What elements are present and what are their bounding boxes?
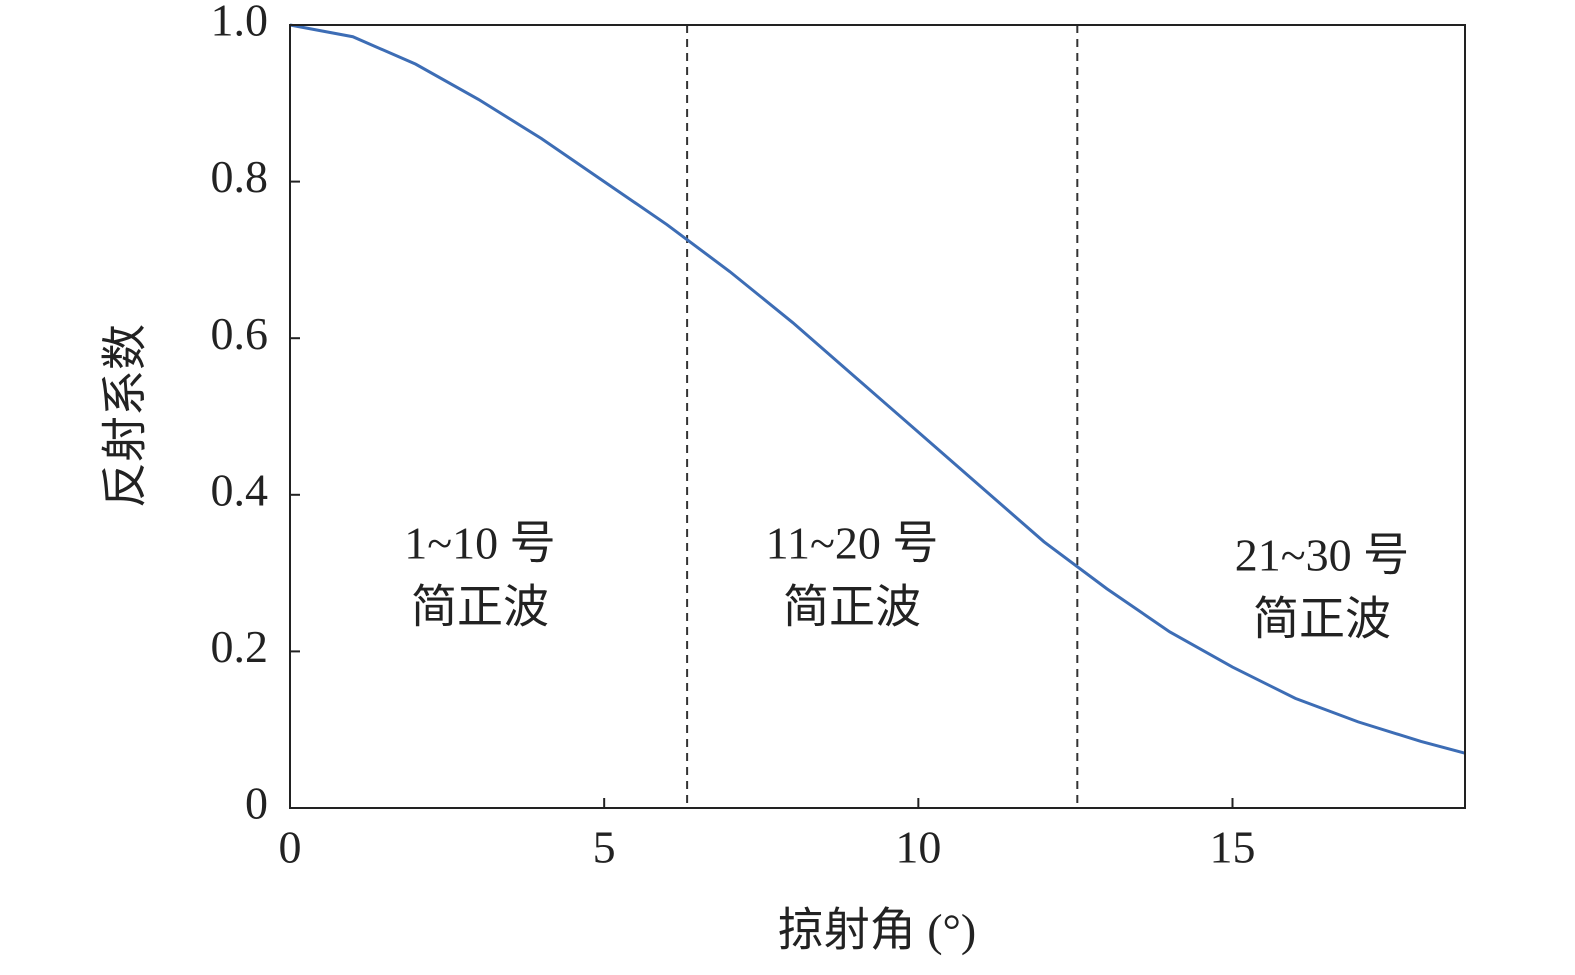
region-label: 11~20 号 <box>766 518 939 569</box>
y-tick-label: 1.0 <box>211 0 269 46</box>
region-label: 简正波 <box>783 582 921 633</box>
x-tick-label: 10 <box>895 822 941 873</box>
x-tick-label: 15 <box>1210 822 1256 873</box>
y-tick-label: 0.4 <box>211 464 269 515</box>
x-tick-label: 0 <box>279 822 302 873</box>
y-axis-label: 反射系数 <box>100 324 151 508</box>
region-label: 简正波 <box>1253 594 1391 645</box>
x-axis-label: 掠射角 (°) <box>778 905 977 956</box>
x-tick-label: 5 <box>593 822 616 873</box>
plot-frame <box>289 24 1466 809</box>
y-tick-label: 0.2 <box>211 621 269 672</box>
y-tick-label: 0.6 <box>211 308 269 359</box>
region-label: 21~30 号 <box>1235 530 1409 581</box>
data-line <box>289 23 1466 755</box>
region-label: 简正波 <box>411 582 549 633</box>
region-label: 1~10 号 <box>404 518 555 569</box>
y-tick-label: 0 <box>245 778 268 829</box>
y-tick-label: 0.8 <box>211 151 269 202</box>
